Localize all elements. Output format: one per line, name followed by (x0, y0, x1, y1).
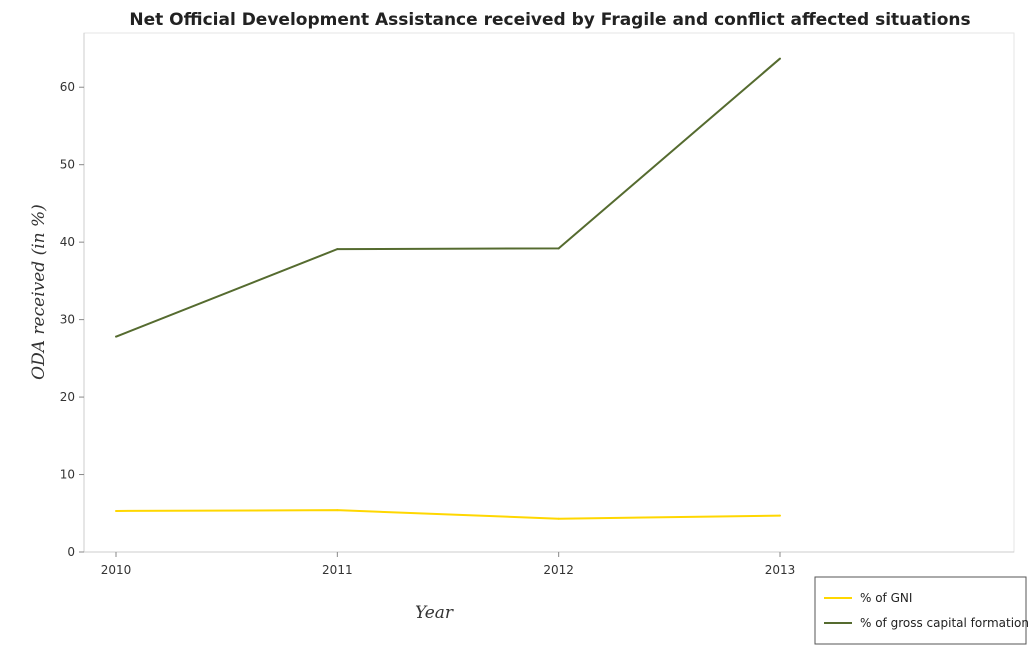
data-point (115, 335, 117, 338)
y-tick-label: 50 (60, 158, 75, 172)
legend-label-gni: % of GNI (860, 591, 912, 605)
data-point (557, 247, 560, 250)
data-point (557, 517, 560, 520)
y-tick-label: 30 (60, 313, 75, 327)
series-line-gross-capital-formation (115, 57, 781, 338)
y-tick-label: 0 (67, 545, 75, 559)
chart-title: Net Official Development Assistance rece… (129, 10, 970, 30)
legend-label-gross-capital-formation: % of gross capital formation (860, 616, 1029, 630)
y-tick-label: 60 (60, 80, 75, 94)
y-axis-label: ODA received (in %) (29, 204, 49, 380)
plot-area (83, 32, 1015, 553)
y-axis-ticks: 0 10 20 30 40 50 60 (60, 80, 84, 559)
x-tick-label: 2010 (101, 563, 132, 577)
data-point (779, 57, 781, 60)
y-tick-label: 20 (60, 390, 75, 404)
data-point (115, 509, 117, 512)
legend-box (814, 576, 1027, 645)
data-point (336, 248, 339, 251)
x-axis-ticks: 2010 2011 2012 2013 (101, 552, 796, 577)
y-tick-label: 40 (60, 235, 75, 249)
x-tick-label: 2013 (765, 563, 796, 577)
series-line-gni (115, 509, 781, 520)
x-tick-label: 2012 (543, 563, 574, 577)
series-lines (115, 57, 781, 520)
y-tick-label: 10 (60, 468, 75, 482)
data-point (336, 509, 339, 512)
legend: % of GNI % of gross capital formation (814, 576, 1029, 645)
x-tick-label: 2011 (322, 563, 353, 577)
data-point (779, 514, 781, 517)
x-axis-label: Year (415, 603, 454, 623)
